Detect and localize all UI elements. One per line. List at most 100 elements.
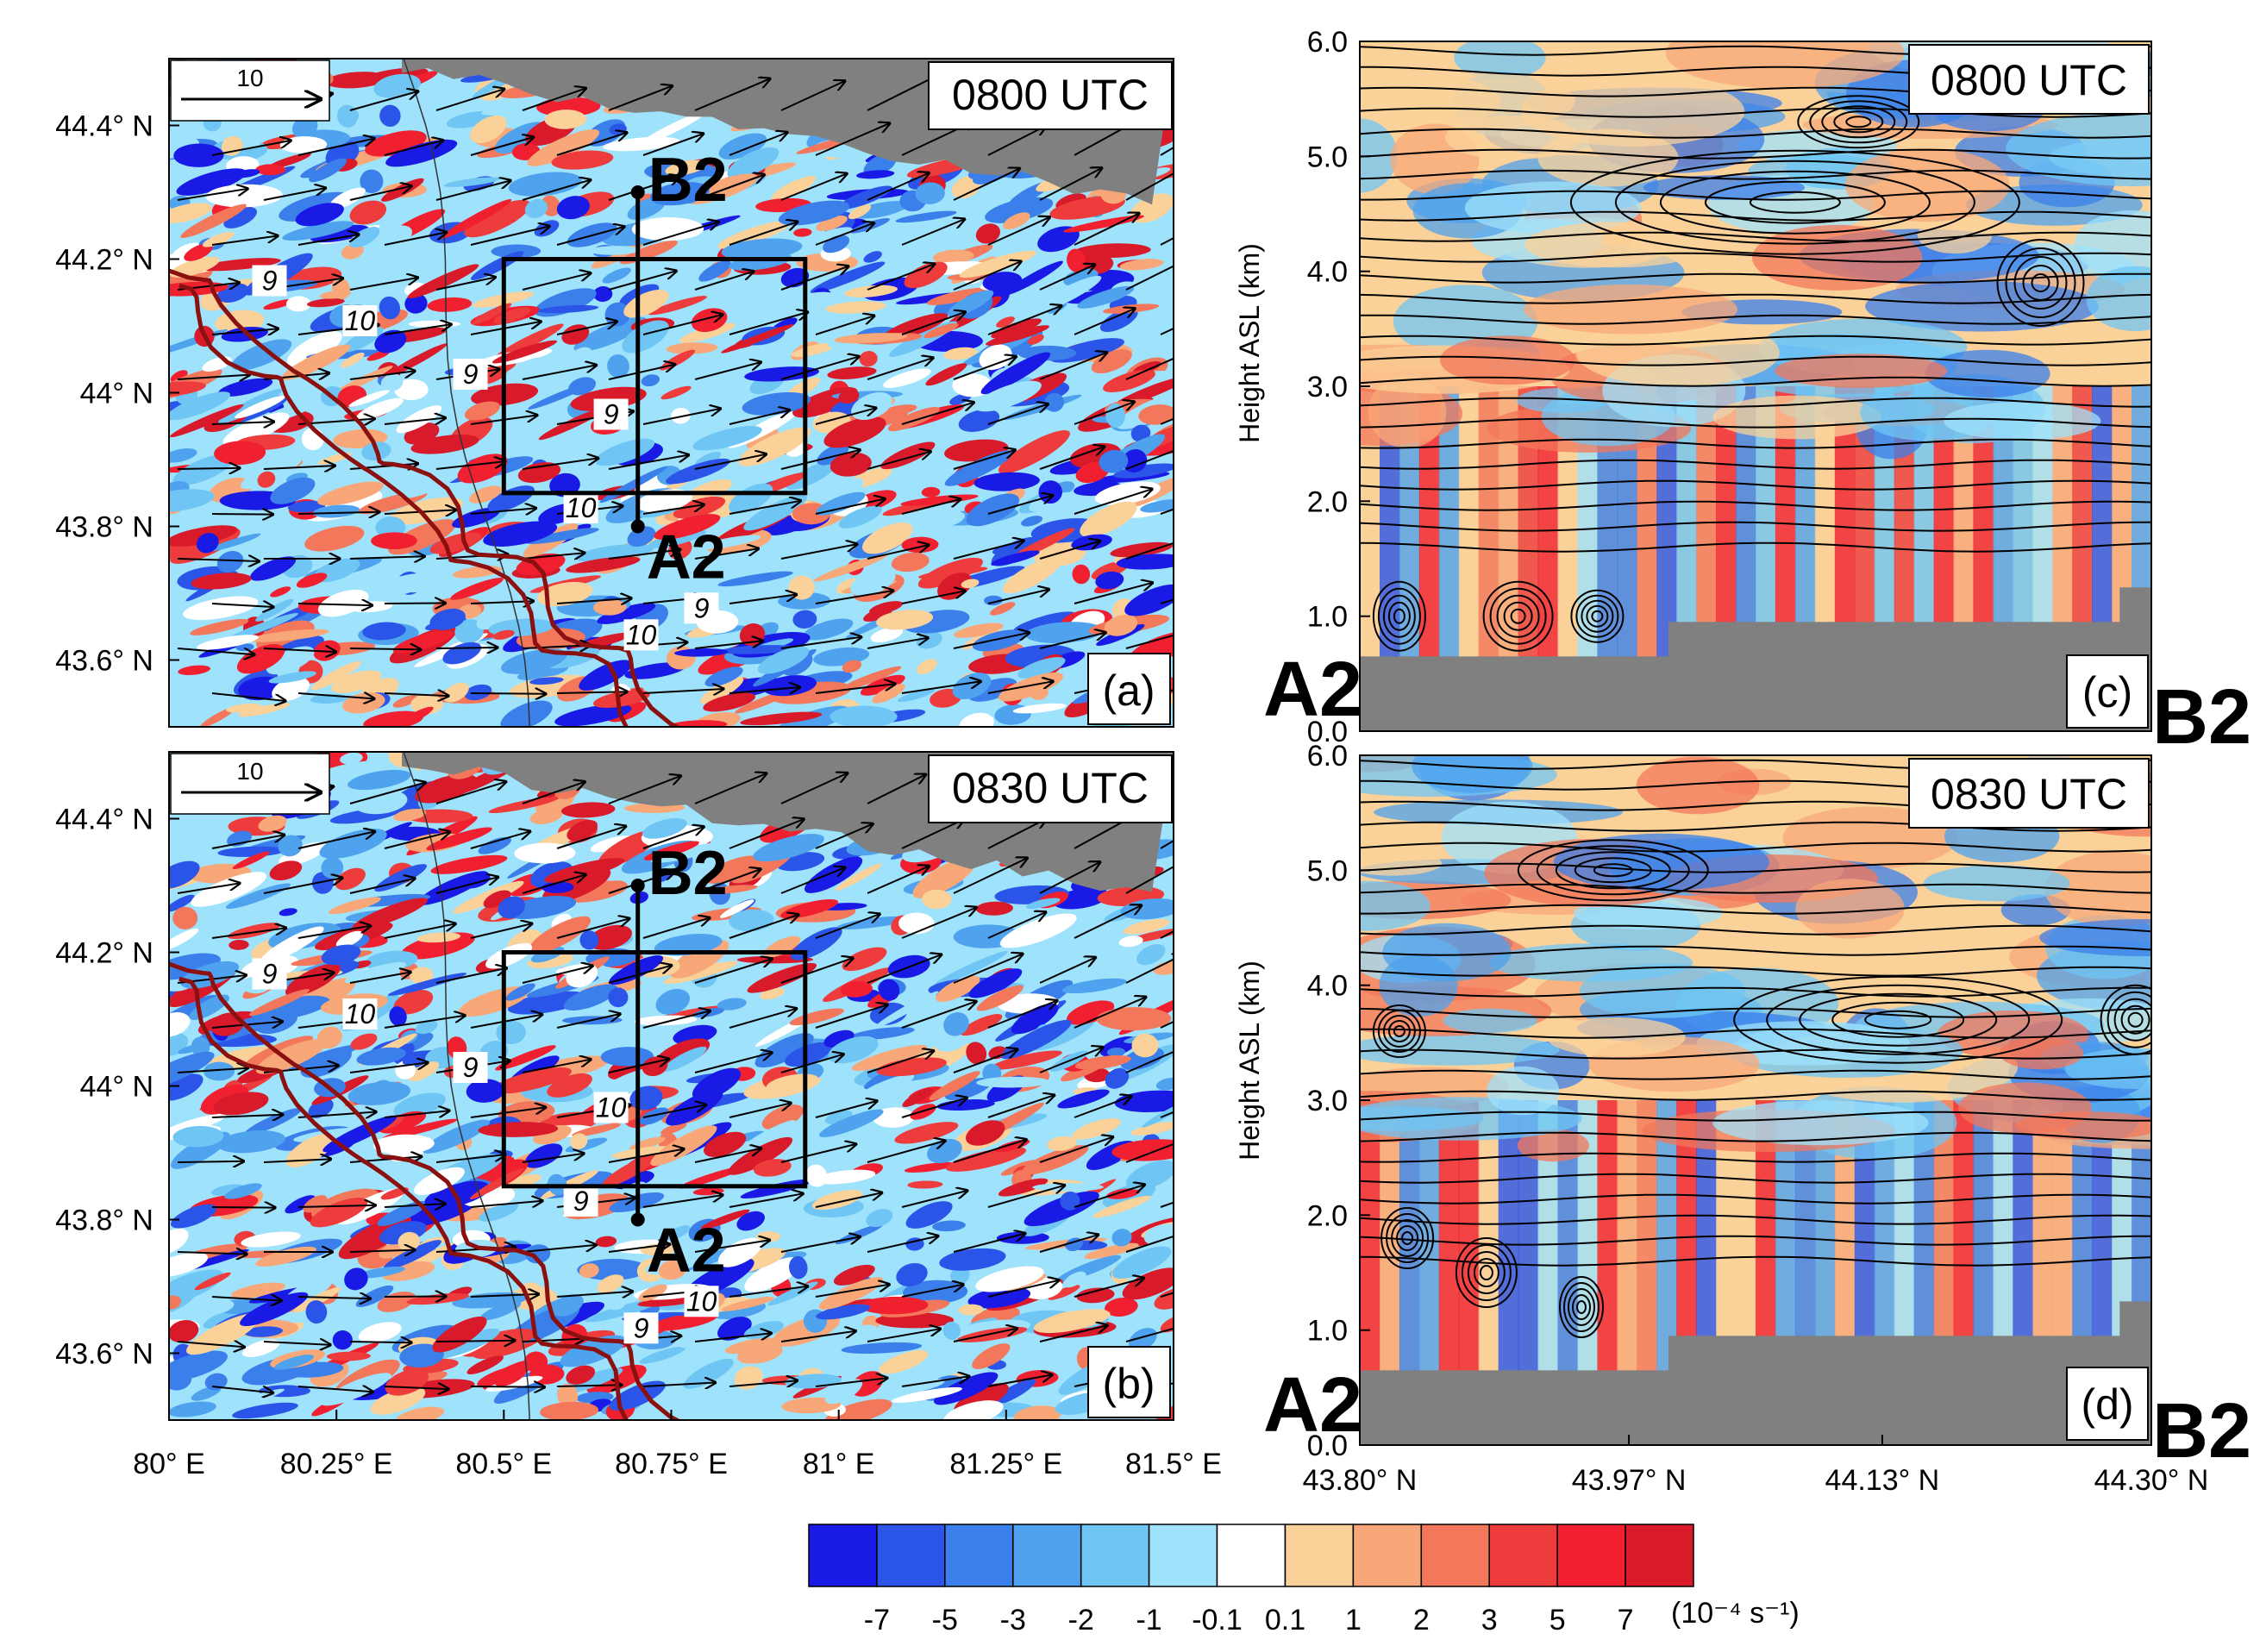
vorticity-blob <box>303 1195 328 1213</box>
vorticity-blob <box>651 1313 717 1331</box>
vorticity-blob <box>511 355 573 381</box>
vorticity-blob <box>904 1161 956 1173</box>
vorticity-blob <box>917 659 937 675</box>
upper-blob <box>1489 943 1693 982</box>
streamline <box>1360 842 2151 853</box>
vorticity-blob <box>1022 1145 1089 1175</box>
vorticity-blob <box>704 855 762 885</box>
wind-vector <box>1125 265 1174 291</box>
streamline <box>1360 1028 2151 1039</box>
vorticity-blob <box>753 1159 792 1177</box>
x-tick-label: 81.25° E <box>949 1448 1062 1480</box>
vorticity-blob <box>649 182 710 206</box>
vorticity-blob <box>1072 564 1091 585</box>
border-line <box>403 59 530 727</box>
vorticity-blob <box>556 196 590 220</box>
eddy-streamline <box>1536 845 1690 896</box>
wind-vector <box>297 1297 371 1298</box>
vorticity-blob <box>1095 571 1124 590</box>
streamline <box>1360 169 2151 180</box>
wind-vector <box>901 312 966 335</box>
wind-vector <box>556 918 629 939</box>
low-level-column <box>1458 386 1480 731</box>
streamline <box>1360 1235 2151 1246</box>
vorticity-blob <box>407 264 479 299</box>
upper-blob <box>1925 349 2050 398</box>
eddy-streamline <box>1614 160 1975 245</box>
wind-vector <box>901 1098 967 1118</box>
wind-vector <box>987 590 1049 604</box>
wind-vector <box>177 375 250 379</box>
vorticity-blob <box>810 261 886 293</box>
x-tick-label: 81° E <box>803 1448 875 1480</box>
vorticity-blob <box>293 1286 341 1313</box>
vorticity-blob <box>960 1014 1003 1036</box>
vorticity-blob <box>459 1328 535 1357</box>
vorticity-blob <box>639 1107 669 1125</box>
vorticity-blob <box>319 290 352 299</box>
wind-vector <box>470 137 534 156</box>
wind-vector <box>729 312 808 335</box>
contour-label: 10 <box>566 492 597 523</box>
wind-vector <box>694 548 759 560</box>
x-tick-label: 81.5° E <box>1125 1448 1222 1480</box>
vorticity-blob <box>538 406 608 441</box>
vorticity-blob <box>934 1372 999 1405</box>
vorticity-blob <box>402 1054 421 1065</box>
vorticity-blob <box>1033 1309 1111 1334</box>
wind-vector <box>642 409 721 425</box>
vorticity-blob <box>197 635 259 650</box>
vorticity-blob <box>1104 615 1138 636</box>
vorticity-blob <box>270 477 316 504</box>
vorticity-blob <box>229 939 249 950</box>
reference-vector-label: 10 <box>236 65 263 91</box>
vorticity-blob <box>965 1120 1005 1146</box>
wind-vector <box>1160 508 1174 515</box>
vorticity-blob <box>567 819 598 842</box>
wind-vector <box>729 222 798 246</box>
wind-vector <box>470 226 549 246</box>
contour-label-bg <box>563 1186 598 1217</box>
wind-vector <box>780 356 859 380</box>
vorticity-blob <box>429 532 482 554</box>
vorticity-blob <box>721 238 803 260</box>
vorticity-blob <box>604 1295 626 1311</box>
vorticity-blob <box>1129 1328 1157 1351</box>
wind-vector <box>522 1245 596 1253</box>
wind-vector <box>384 232 447 246</box>
contour-label-bg <box>342 998 378 1029</box>
wind-vector <box>1074 402 1135 425</box>
vorticity-blob <box>241 1339 280 1357</box>
eddy-streamline <box>1510 608 1526 624</box>
wind-vector <box>694 1148 761 1163</box>
vorticity-blob <box>349 227 380 248</box>
colorbar-units: (10⁻⁴ s⁻¹) <box>1671 1597 1800 1630</box>
eddy-streamline <box>1581 599 1614 633</box>
vorticity-blob <box>791 342 837 358</box>
wind-vector <box>1074 905 1142 939</box>
vorticity-blob <box>464 401 500 421</box>
vorticity-blob <box>426 827 492 851</box>
vorticity-blob <box>1028 275 1102 315</box>
eddy-streamline <box>1733 975 2063 1064</box>
vorticity-blob <box>279 842 327 867</box>
vorticity-blob <box>172 906 198 929</box>
upper-blob <box>1923 865 2070 902</box>
vorticity-blob <box>191 573 252 590</box>
wind-vector <box>901 1001 976 1029</box>
streamline <box>1360 924 2151 936</box>
vorticity-blob <box>870 627 904 643</box>
vorticity-blob <box>380 373 404 392</box>
wind-vector <box>349 973 410 984</box>
wind-vector <box>522 645 591 648</box>
vorticity-blob <box>607 354 629 379</box>
wind-vector <box>384 324 451 335</box>
wind-vector <box>470 1201 542 1208</box>
eddy-streamline <box>1572 1294 1591 1320</box>
endpoint-b2-label: B2 <box>2152 674 2251 760</box>
eddy-streamline <box>1864 1010 1932 1029</box>
vorticity-blob <box>985 197 1054 223</box>
x-tick-label: 43.97° N <box>1572 1464 1687 1497</box>
vorticity-blob <box>785 1042 832 1067</box>
vorticity-blob <box>896 1262 928 1287</box>
